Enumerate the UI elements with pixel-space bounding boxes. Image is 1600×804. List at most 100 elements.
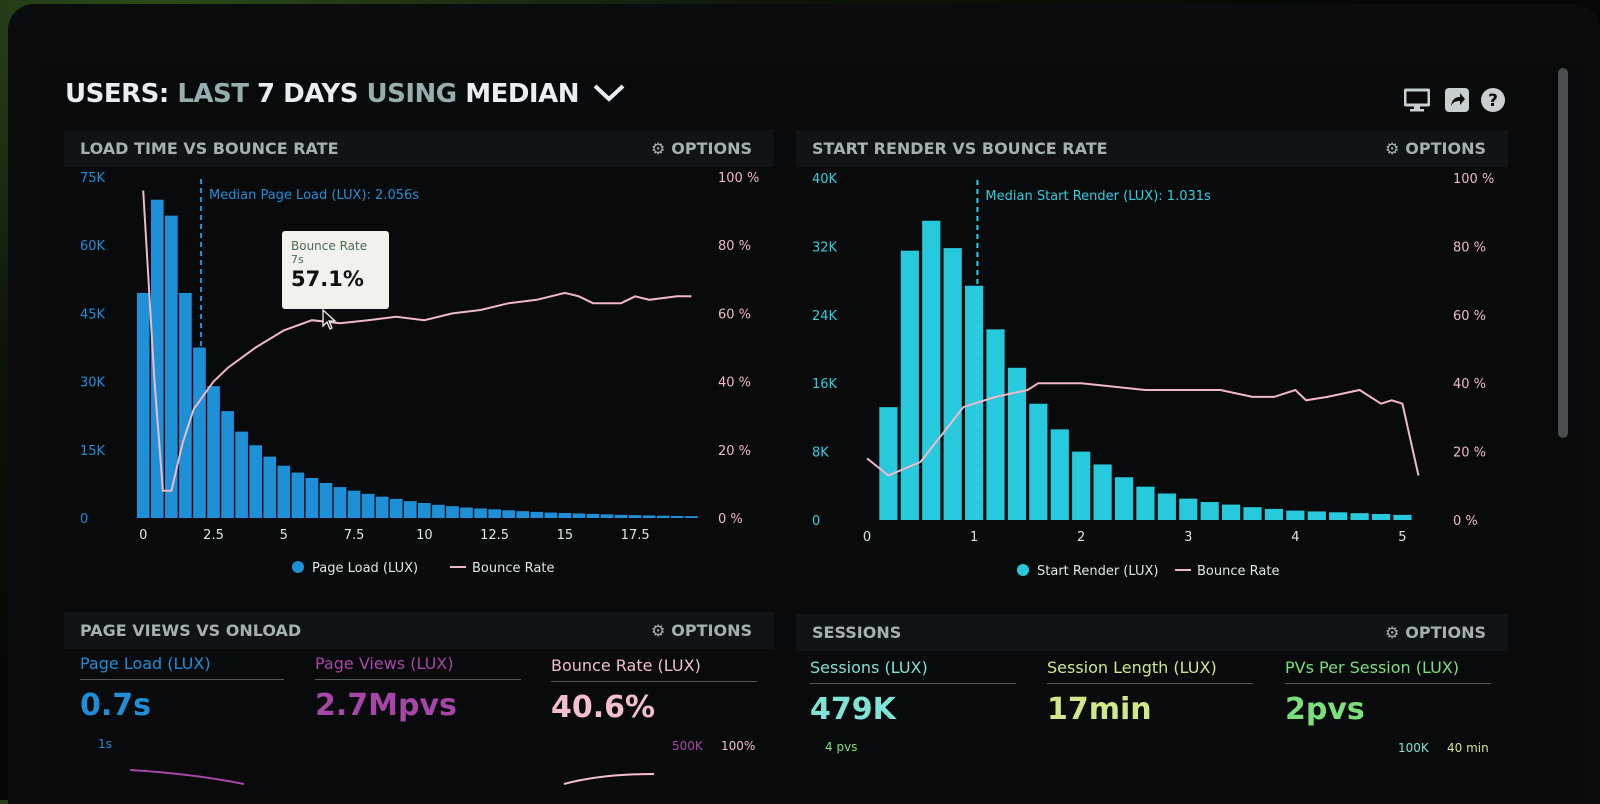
- options-button[interactable]: ⚙ OPTIONS: [1385, 623, 1486, 642]
- stat-label: PVs Per Session (LUX): [1285, 658, 1491, 684]
- bounce-rate-tooltip: Bounce Rate 7s 57.1%: [282, 231, 389, 309]
- y-tick-label: 60K: [80, 239, 106, 254]
- bar: [1136, 486, 1155, 520]
- bar: [544, 512, 558, 518]
- bar: [474, 508, 487, 518]
- panel-title: SESSIONS: [812, 623, 902, 642]
- bar: [277, 465, 291, 518]
- bar: [1179, 498, 1198, 520]
- panel-header-page-views: PAGE VIEWS VS ONLOAD ⚙ OPTIONS: [64, 612, 774, 649]
- x-tick-label: 1: [970, 530, 978, 545]
- bar: [193, 347, 206, 518]
- bar: [291, 472, 305, 518]
- bounce-rate-line: [142, 190, 692, 492]
- panel-title: LOAD TIME VS BOUNCE RATE: [80, 139, 339, 158]
- bar: [221, 411, 234, 518]
- bar: [1393, 514, 1412, 520]
- bar: [319, 482, 333, 518]
- options-button[interactable]: ⚙ OPTIONS: [651, 139, 752, 158]
- mini-line-page-load: [129, 769, 245, 785]
- title-days: 7 DAYS: [257, 79, 358, 109]
- stat-value: 40.6%: [551, 690, 656, 725]
- options-button[interactable]: ⚙ OPTIONS: [1385, 139, 1486, 158]
- bar: [986, 329, 1005, 520]
- bar: [375, 496, 389, 518]
- mini-axis-label: 1s: [98, 737, 112, 751]
- bar: [1371, 514, 1391, 520]
- y2-tick-label: 40 %: [718, 376, 751, 391]
- stat-sessions: Sessions (LUX) 479K: [810, 658, 1016, 727]
- stat-page-views: Page Views (LUX) 2.7Mpvs: [315, 654, 521, 723]
- y2-tick-label: 0 %: [718, 512, 743, 527]
- stat-pvs-per-session: PVs Per Session (LUX) 2pvs: [1285, 658, 1491, 727]
- mouse-cursor-icon: [322, 309, 337, 330]
- options-label: OPTIONS: [671, 139, 752, 158]
- monitor-icon[interactable]: [1404, 87, 1430, 113]
- legend-label: Bounce Rate: [472, 561, 554, 576]
- x-tick-label: 5: [1398, 530, 1406, 545]
- title-median: MEDIAN: [465, 79, 579, 109]
- bar: [1329, 512, 1348, 520]
- options-label: OPTIONS: [1405, 139, 1486, 158]
- page-title[interactable]: USERS: LAST 7 DAYS USING MEDIAN: [65, 79, 626, 109]
- legend-label: Start Render (LUX): [1037, 564, 1158, 579]
- stat-value: 2pvs: [1285, 692, 1365, 727]
- bar: [943, 248, 962, 521]
- bar: [1286, 510, 1305, 520]
- bar: [207, 386, 220, 518]
- bounce-rate-line: [866, 382, 1420, 477]
- y2-tick-label: 40 %: [1453, 377, 1486, 392]
- legend-label: Bounce Rate: [1197, 564, 1279, 579]
- x-tick-label: 5: [280, 528, 288, 543]
- y-tick-label: 75K: [80, 171, 106, 186]
- bar: [403, 501, 417, 518]
- bar: [305, 477, 319, 518]
- bar: [333, 487, 347, 518]
- share-icon[interactable]: [1444, 87, 1470, 113]
- bar: [502, 510, 515, 518]
- bar: [600, 514, 614, 518]
- bar: [249, 445, 263, 518]
- bar: [446, 506, 459, 518]
- options-button[interactable]: ⚙ OPTIONS: [651, 621, 752, 640]
- mini-axis-label: 40 min: [1447, 741, 1489, 755]
- stat-page-load: Page Load (LUX) 0.7s: [80, 654, 284, 723]
- options-label: OPTIONS: [1405, 623, 1486, 642]
- x-tick-label: 0: [139, 528, 147, 543]
- dashboard-screen: USERS: LAST 7 DAYS USING MEDIAN ? LOAD T…: [40, 62, 1588, 800]
- bar: [572, 513, 586, 518]
- bar: [586, 513, 600, 518]
- tooltip-sub: 7s: [291, 253, 304, 266]
- bar: [136, 292, 150, 518]
- bar: [418, 502, 431, 518]
- y-tick-label: 15K: [80, 444, 106, 459]
- y-tick-label: 30K: [80, 376, 106, 391]
- y2-tick-label: 60 %: [1453, 309, 1486, 324]
- stat-label: Session Length (LUX): [1047, 658, 1253, 684]
- stat-label: Page Views (LUX): [315, 654, 521, 680]
- bar: [1029, 403, 1048, 520]
- bar: [432, 504, 445, 518]
- help-icon[interactable]: ?: [1480, 87, 1506, 113]
- bar: [516, 511, 530, 518]
- bar: [1072, 451, 1091, 520]
- bar: [1114, 477, 1134, 520]
- legend-label: Page Load (LUX): [312, 561, 418, 576]
- title-using: USING: [366, 79, 458, 109]
- y-tick-label: 45K: [80, 307, 106, 322]
- bar: [1221, 504, 1241, 520]
- gear-icon: ⚙: [1384, 623, 1400, 642]
- mini-axis-label: 500K: [672, 739, 703, 753]
- bar: [685, 516, 698, 518]
- gear-icon: ⚙: [650, 621, 666, 640]
- chevron-down-icon[interactable]: [592, 81, 626, 103]
- bar: [922, 220, 941, 520]
- stat-label: Bounce Rate (LUX): [551, 656, 757, 682]
- y-tick-label: 40K: [812, 172, 838, 187]
- scrollbar[interactable]: [1558, 68, 1568, 438]
- bar: [488, 509, 501, 518]
- bar: [460, 507, 473, 518]
- y2-tick-label: 60 %: [718, 307, 751, 322]
- y2-tick-label: 80 %: [1453, 240, 1486, 255]
- title-users: USERS:: [65, 79, 169, 109]
